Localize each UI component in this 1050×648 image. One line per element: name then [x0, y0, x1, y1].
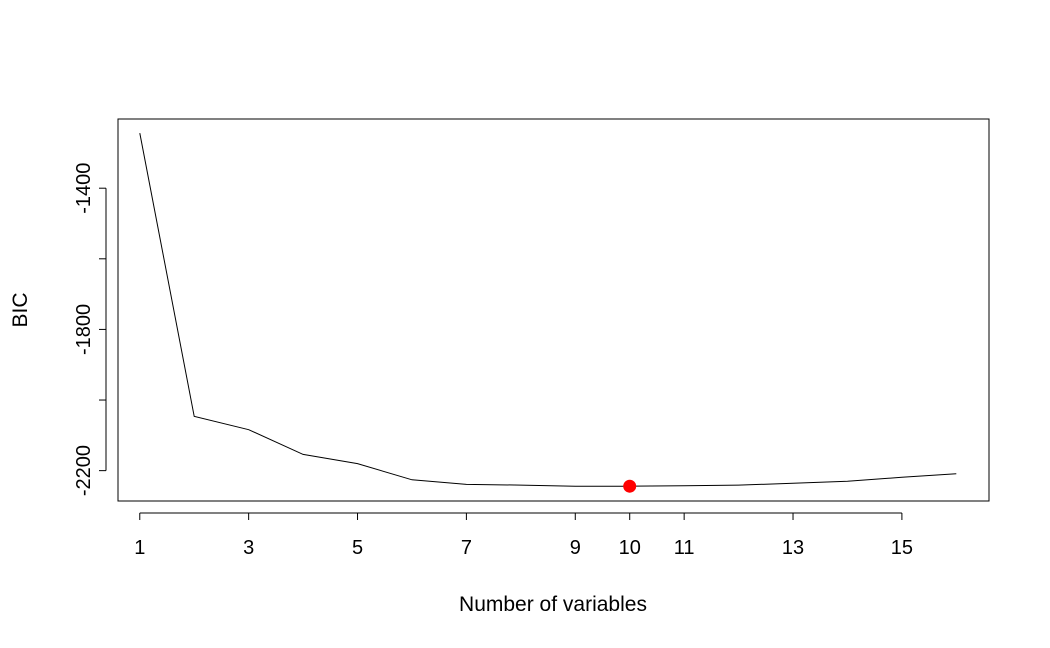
x-tick-label: 5	[352, 537, 363, 559]
y-tick-label: -1800	[73, 304, 95, 355]
data-points	[623, 479, 637, 493]
x-tick-label: 13	[782, 537, 804, 559]
min-bic-point	[623, 479, 637, 493]
plot-frame	[117, 118, 990, 502]
y-tick-label: -2200	[73, 445, 95, 496]
x-axis-title: Number of variables	[459, 593, 647, 616]
x-tick-label: 1	[134, 537, 145, 559]
y-axis: -1400 -1800 -2200	[73, 163, 107, 496]
x-tick-label: 9	[570, 537, 581, 559]
x-axis: 1 3 5 7 9 10 11 13 15	[134, 512, 913, 559]
x-tick-label: 11	[674, 537, 695, 559]
y-tick-label: -1400	[73, 163, 95, 214]
x-tick-label: 3	[243, 537, 254, 559]
x-tick-label: 10	[619, 537, 641, 559]
x-tick-label: 7	[461, 537, 472, 559]
y-axis-title: BIC	[9, 292, 32, 327]
x-tick-label: 15	[891, 537, 913, 559]
bic-series-line	[139, 133, 957, 487]
